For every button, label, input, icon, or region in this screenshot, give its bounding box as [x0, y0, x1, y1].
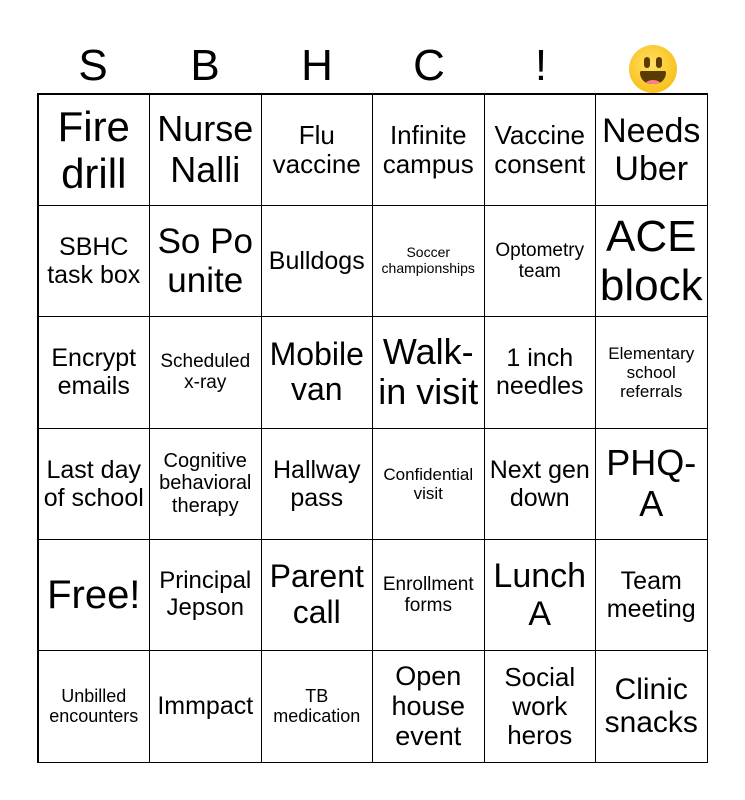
bingo-cell[interactable]: Clinic snacks: [595, 650, 708, 763]
bingo-cell[interactable]: Walk-in visit: [372, 316, 485, 429]
cell-text: Immpact: [157, 692, 254, 721]
bingo-cell[interactable]: Scheduled x-ray: [149, 316, 262, 429]
cell-text: Fire drill: [57, 102, 130, 197]
bingo-cell[interactable]: Confidential visit: [372, 427, 485, 540]
bingo-header: S B H C !: [37, 40, 709, 94]
bingo-cell[interactable]: Hallway pass: [260, 427, 373, 540]
bingo-cell[interactable]: SBHC task box: [37, 204, 150, 318]
cell-text: Social work heros: [504, 661, 576, 750]
cell-text: Parent call: [269, 558, 364, 630]
cell-text: TB medication: [273, 686, 361, 727]
bingo-cell[interactable]: Nurse Nalli: [149, 93, 262, 206]
cell-text: Vaccine consent: [494, 119, 586, 179]
bingo-cell[interactable]: Optometry team: [483, 204, 596, 318]
bingo-cell[interactable]: Social work heros: [483, 650, 596, 763]
bingo-cell[interactable]: Encrypt emails: [37, 316, 150, 429]
cell-text: PHQ-A: [606, 442, 697, 524]
cell-text: Hallway pass: [272, 455, 361, 512]
cell-text: Confidential visit: [383, 464, 474, 503]
bingo-cell[interactable]: Principal Jepson: [149, 538, 262, 652]
cell-text: Nurse Nalli: [157, 108, 254, 190]
header-letter-c: C: [413, 41, 445, 90]
bingo-cell[interactable]: Next gen down: [483, 427, 596, 540]
cell-text: Flu vaccine: [272, 119, 361, 179]
bingo-cell[interactable]: Vaccine consent: [483, 93, 596, 206]
cell-text: Scheduled x-ray: [160, 351, 251, 394]
bingo-cell[interactable]: Fire drill: [37, 93, 150, 206]
cell-text: Free!: [47, 572, 141, 617]
bingo-cell[interactable]: Flu vaccine: [260, 93, 373, 206]
cell-text: ACE block: [599, 211, 703, 310]
cell-text: Principal Jepson: [159, 567, 252, 621]
bingo-cell[interactable]: Enrollment forms: [372, 538, 485, 652]
cell-text: Infinite campus: [382, 119, 474, 179]
header-emoji: [597, 40, 709, 94]
bingo-cell[interactable]: ACE block: [595, 204, 708, 318]
cell-text: Lunch A: [493, 556, 587, 633]
cell-text: Unbilled encounters: [49, 686, 139, 727]
bingo-cell[interactable]: Mobile van: [260, 316, 373, 429]
bingo-cell[interactable]: Team meeting: [595, 538, 708, 652]
cell-text: Optometry team: [495, 239, 585, 282]
bingo-cell[interactable]: So Po unite: [149, 204, 262, 318]
cell-text: SBHC task box: [47, 232, 141, 289]
cell-text: Clinic snacks: [604, 672, 698, 740]
cell-text: Next gen down: [489, 455, 590, 512]
smiley-emoji-icon: [629, 45, 677, 94]
cell-text: Enrollment forms: [382, 573, 474, 616]
bingo-cell[interactable]: Soccer championships: [372, 204, 485, 318]
bingo-cell[interactable]: Open house event: [372, 650, 485, 763]
cell-text: Elementary school referrals: [608, 343, 695, 401]
cell-text: So Po unite: [157, 221, 253, 300]
bingo-cell[interactable]: Free!: [37, 538, 150, 652]
bingo-grid: Fire drill Nurse Nalli Flu vaccine Infinite…: [37, 93, 708, 763]
cell-text: Bulldogs: [268, 246, 365, 275]
bingo-cell[interactable]: Cognitive behavioral therapy: [149, 427, 262, 540]
bingo-cell[interactable]: Last day of school: [37, 427, 150, 540]
bingo-cell[interactable]: Parent call: [260, 538, 373, 652]
cell-text: Walk-in visit: [378, 331, 479, 413]
cell-text: Team meeting: [606, 566, 696, 623]
bingo-cell[interactable]: Unbilled encounters: [37, 650, 150, 763]
bingo-cell[interactable]: PHQ-A: [595, 427, 708, 540]
header-letter-s: S: [78, 41, 108, 90]
bingo-cell[interactable]: Bulldogs: [260, 204, 373, 318]
cell-text: Mobile van: [269, 335, 364, 408]
bingo-cell[interactable]: TB medication: [260, 650, 373, 763]
header-letter-b: B: [190, 41, 220, 90]
bingo-cell[interactable]: 1 inch needles: [483, 316, 596, 429]
header-exclamation: !: [534, 41, 548, 90]
cell-text: Needs Uber: [602, 111, 701, 188]
cell-text: 1 inch needles: [495, 344, 584, 401]
cell-text: Encrypt emails: [51, 344, 137, 401]
cell-text: Cognitive behavioral therapy: [159, 450, 252, 517]
cell-text: Last day of school: [43, 455, 144, 512]
bingo-cell[interactable]: Infinite campus: [372, 93, 485, 206]
cell-text: Soccer championships: [381, 244, 475, 276]
bingo-cell[interactable]: Elementary school referrals: [595, 316, 708, 429]
bingo-cell[interactable]: Needs Uber: [595, 93, 708, 206]
header-letter-h: H: [301, 41, 333, 90]
cell-text: Open house event: [391, 660, 466, 752]
bingo-cell[interactable]: Immpact: [149, 650, 262, 763]
bingo-cell[interactable]: Lunch A: [483, 538, 596, 652]
